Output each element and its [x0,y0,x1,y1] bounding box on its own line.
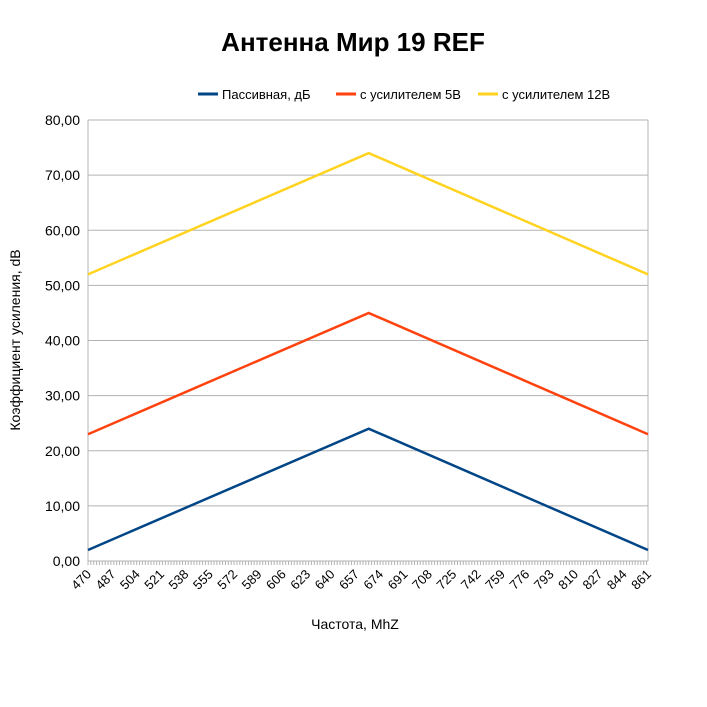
x-tick-label: 521 [141,567,167,593]
y-tick-label: 0,00 [53,553,80,569]
x-tick-label: 827 [579,567,605,593]
x-tick-label: 708 [409,567,435,593]
series-line-0 [87,427,649,552]
x-tick-label: 725 [433,567,459,593]
x-tick-label: 504 [117,567,143,593]
y-tick-label: 70,00 [45,167,80,183]
x-tick-label: 657 [336,567,362,593]
x-tick-label: 793 [531,567,557,593]
legend-label: с усилителем 5В [360,87,461,102]
x-tick-label: 861 [628,567,654,593]
series-lines [87,151,649,552]
x-tick-label: 759 [482,567,508,593]
x-tick-label: 606 [263,567,289,593]
legend-label: с усилителем 12В [502,87,610,102]
y-tick-label: 50,00 [45,277,80,293]
x-tick-label: 640 [312,567,338,593]
x-tick-label: 776 [506,567,532,593]
x-tick-label: 844 [604,567,630,593]
y-tick-label: 80,00 [45,112,80,128]
x-tick-label: 691 [385,567,411,593]
legend-label: Пассивная, дБ [222,87,311,102]
series-line-1 [87,311,649,436]
chart-title: Антенна Мир 19 REF [221,27,485,57]
y-tick-label: 60,00 [45,222,80,238]
x-tick-label: 742 [458,567,484,593]
series-line-2 [87,151,649,276]
y-tick-label: 10,00 [45,498,80,514]
x-tick-label: 623 [287,567,313,593]
x-tick-label: 674 [360,567,386,593]
x-tick-label: 487 [93,567,119,593]
y-tick-label: 30,00 [45,388,80,404]
x-tick-label: 470 [68,567,94,593]
y-tick-label: 40,00 [45,333,80,349]
legend: Пассивная, дБ с усилителем 5В с усилителем… [198,87,610,102]
x-tick-label: 589 [239,567,265,593]
x-axis-label: Частота, MhZ [311,616,399,632]
y-tick-label: 20,00 [45,443,80,459]
y-axis-label: Коэффициент усиления, dB [7,249,23,430]
grid [88,119,648,562]
x-tick-label: 538 [166,567,192,593]
axes: 0,00 10,00 20,00 30,00 40,00 50,00 60,00 70,00 8… [45,112,654,592]
x-tick-label: 572 [214,567,240,593]
x-tick-label: 810 [555,567,581,593]
x-tick-label: 555 [190,567,216,593]
